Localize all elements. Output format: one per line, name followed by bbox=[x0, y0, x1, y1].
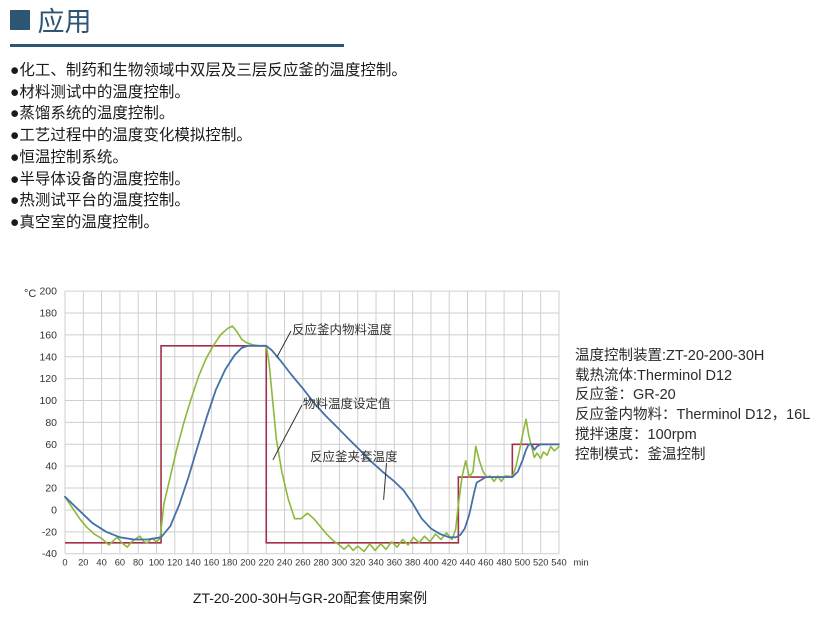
svg-text:反应釜夹套温度: 反应釜夹套温度 bbox=[310, 449, 398, 464]
svg-text:460: 460 bbox=[478, 558, 494, 568]
svg-text:140: 140 bbox=[39, 351, 57, 363]
svg-text:200: 200 bbox=[240, 558, 256, 568]
svg-text:60: 60 bbox=[115, 558, 125, 568]
svg-text:520: 520 bbox=[533, 558, 549, 568]
svg-text:160: 160 bbox=[204, 558, 220, 568]
svg-text:500: 500 bbox=[515, 558, 531, 568]
svg-text:340: 340 bbox=[368, 558, 384, 568]
svg-text:300: 300 bbox=[332, 558, 348, 568]
svg-text:20: 20 bbox=[45, 483, 57, 495]
svg-text:-40: -40 bbox=[42, 548, 57, 560]
svg-text:280: 280 bbox=[313, 558, 329, 568]
svg-text:540: 540 bbox=[551, 558, 567, 568]
svg-text:60: 60 bbox=[45, 439, 57, 451]
svg-text:220: 220 bbox=[259, 558, 275, 568]
svg-text:160: 160 bbox=[39, 329, 57, 341]
svg-text:0: 0 bbox=[62, 558, 67, 568]
svg-text:140: 140 bbox=[185, 558, 201, 568]
svg-text:400: 400 bbox=[423, 558, 439, 568]
svg-text:100: 100 bbox=[149, 558, 165, 568]
svg-text:440: 440 bbox=[460, 558, 476, 568]
svg-text:40: 40 bbox=[96, 558, 106, 568]
svg-text:物料温度设定值: 物料温度设定值 bbox=[303, 396, 391, 411]
svg-text:180: 180 bbox=[39, 307, 57, 319]
svg-text:-20: -20 bbox=[42, 526, 57, 538]
svg-text:200: 200 bbox=[39, 286, 57, 298]
svg-text:360: 360 bbox=[387, 558, 403, 568]
svg-text:40: 40 bbox=[45, 461, 57, 473]
svg-text:120: 120 bbox=[39, 373, 57, 385]
svg-text:80: 80 bbox=[45, 417, 57, 429]
svg-text:320: 320 bbox=[350, 558, 366, 568]
svg-text:240: 240 bbox=[277, 558, 293, 568]
svg-text:20: 20 bbox=[78, 558, 88, 568]
svg-text:100: 100 bbox=[39, 395, 57, 407]
svg-text:260: 260 bbox=[295, 558, 311, 568]
svg-text:180: 180 bbox=[222, 558, 238, 568]
svg-text:480: 480 bbox=[496, 558, 512, 568]
svg-text:80: 80 bbox=[133, 558, 143, 568]
svg-text:380: 380 bbox=[405, 558, 421, 568]
svg-text:反应釜内物料温度: 反应釜内物料温度 bbox=[292, 322, 393, 337]
svg-text:0: 0 bbox=[51, 504, 57, 516]
svg-text:420: 420 bbox=[441, 558, 457, 568]
svg-text:min: min bbox=[573, 558, 588, 569]
svg-text:120: 120 bbox=[167, 558, 183, 568]
